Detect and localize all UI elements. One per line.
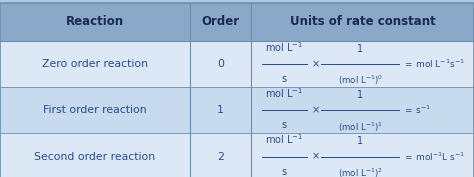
Text: mol L$^{-1}$: mol L$^{-1}$	[265, 133, 303, 146]
Text: 1: 1	[357, 90, 363, 100]
Text: 1: 1	[357, 44, 363, 54]
Bar	[0, 3, 474, 41]
Text: 1: 1	[217, 105, 224, 115]
Text: mol L$^{-1}$: mol L$^{-1}$	[265, 86, 303, 100]
Text: 0: 0	[217, 59, 224, 69]
Text: = mol L$^{-1}$s$^{-1}$: = mol L$^{-1}$s$^{-1}$	[402, 58, 465, 70]
Text: = s$^{-1}$: = s$^{-1}$	[402, 104, 431, 116]
Text: (mol L$^{-1}$)$^{0}$: (mol L$^{-1}$)$^{0}$	[337, 74, 383, 87]
Text: Reaction: Reaction	[66, 15, 124, 28]
Text: s: s	[282, 74, 287, 84]
Text: $\times$: $\times$	[311, 105, 319, 115]
Bar	[0, 87, 474, 133]
Text: Order: Order	[201, 15, 239, 28]
Bar	[0, 133, 474, 177]
Bar	[0, 41, 474, 87]
Text: s: s	[282, 167, 287, 177]
Text: s: s	[282, 120, 287, 130]
Text: $\times$: $\times$	[311, 151, 319, 162]
Text: Zero order reaction: Zero order reaction	[42, 59, 148, 69]
Text: First order reaction: First order reaction	[43, 105, 146, 115]
Text: mol L$^{-1}$: mol L$^{-1}$	[265, 40, 303, 54]
Text: = mol$^{-1}$L s$^{-1}$: = mol$^{-1}$L s$^{-1}$	[402, 150, 465, 163]
Text: (mol L$^{-1}$)$^{2}$: (mol L$^{-1}$)$^{2}$	[338, 167, 383, 177]
Text: Units of rate constant: Units of rate constant	[290, 15, 436, 28]
Text: 1: 1	[357, 136, 363, 146]
Text: (mol L$^{-1}$)$^{1}$: (mol L$^{-1}$)$^{1}$	[338, 120, 383, 134]
Text: Second order reaction: Second order reaction	[34, 152, 155, 161]
Text: $\times$: $\times$	[311, 59, 319, 69]
Text: 2: 2	[217, 152, 224, 161]
